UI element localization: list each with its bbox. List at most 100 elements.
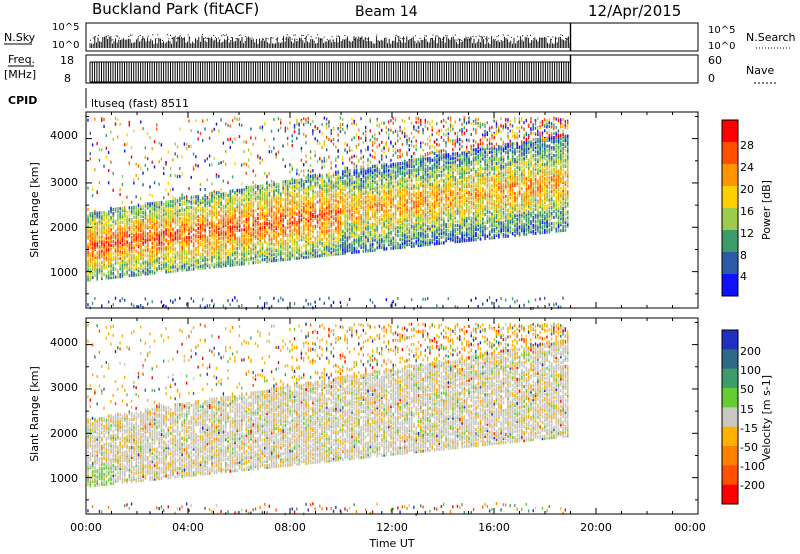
range-cell <box>261 244 264 248</box>
range-cell <box>202 220 204 224</box>
range-cell <box>110 248 112 252</box>
range-cell <box>270 235 273 239</box>
range-cell <box>312 195 314 199</box>
range-cell <box>91 233 94 238</box>
range-cell <box>204 202 206 206</box>
range-cell <box>257 194 259 199</box>
range-cell <box>192 199 195 203</box>
range-cell <box>348 185 351 189</box>
range-cell <box>291 197 294 201</box>
range-cell <box>293 232 296 237</box>
range-cell <box>339 240 342 244</box>
range-cell <box>137 273 140 277</box>
near-range-cell <box>133 304 135 308</box>
range-cell <box>381 179 383 184</box>
range-cell <box>335 230 337 234</box>
range-cell <box>351 240 353 245</box>
range-cell <box>355 222 358 226</box>
search-dot <box>189 37 191 39</box>
range-cell <box>300 238 303 242</box>
range-cell <box>280 222 282 226</box>
range-cell <box>351 244 353 249</box>
scatter-cell <box>119 188 121 192</box>
range-cell <box>133 237 135 241</box>
range-cell <box>190 209 193 213</box>
range-cell <box>163 202 165 206</box>
range-cell <box>282 238 284 242</box>
range-cell <box>270 237 273 241</box>
range-cell <box>179 250 181 255</box>
range-cell <box>126 242 128 246</box>
freq-unit-label: [MHz] <box>4 68 36 81</box>
range-cell <box>238 212 241 216</box>
range-cell <box>335 244 337 248</box>
range-cell <box>268 201 271 205</box>
range-cell <box>250 185 252 189</box>
range-cell <box>98 223 101 227</box>
range-cell <box>234 245 236 249</box>
range-cell <box>335 176 337 180</box>
station-title: Buckland Park (fitACF) <box>92 0 259 18</box>
range-cell <box>176 229 179 233</box>
range-cell <box>339 188 342 192</box>
range-cell <box>137 211 140 215</box>
range-cell <box>89 274 92 278</box>
range-cell <box>241 214 243 218</box>
range-cell <box>335 184 337 188</box>
scatter-cell <box>273 118 275 122</box>
range-cell <box>337 176 340 180</box>
range-cell <box>87 258 89 262</box>
range-cell <box>185 224 188 228</box>
range-cell <box>211 195 213 199</box>
range-cell <box>383 211 385 215</box>
range-cell <box>231 241 234 245</box>
range-cell <box>298 252 301 256</box>
scatter-cell <box>316 127 319 131</box>
range-cell <box>172 209 174 213</box>
range-cell <box>273 219 275 223</box>
scatter-cell <box>342 127 344 131</box>
range-cell <box>181 256 183 260</box>
range-cell <box>234 261 236 265</box>
range-cell <box>243 252 245 256</box>
range-cell <box>183 228 186 232</box>
range-cell <box>259 248 261 252</box>
range-cell <box>378 243 381 248</box>
range-cell <box>218 230 220 235</box>
range-cell <box>172 231 174 235</box>
range-cell <box>169 227 172 232</box>
range-cell <box>261 190 264 194</box>
range-cell <box>252 239 255 243</box>
scatter-cell <box>360 136 362 140</box>
search-dot <box>446 35 448 37</box>
search-dot <box>166 34 168 36</box>
scatter-cell <box>167 150 169 154</box>
range-cell <box>369 226 372 231</box>
range-cell <box>165 258 167 262</box>
range-cell <box>348 201 351 205</box>
range-cell <box>323 221 326 225</box>
scatter-cell <box>176 175 179 179</box>
range-cell <box>275 198 278 203</box>
range-cell <box>234 199 236 203</box>
near-range-cell <box>165 305 167 309</box>
range-cell <box>277 242 280 246</box>
range-cell <box>348 183 351 187</box>
search-dot <box>187 34 189 36</box>
range-cell <box>117 215 119 219</box>
range-cell <box>137 261 140 265</box>
range-cell <box>300 246 303 250</box>
range-cell <box>224 236 227 240</box>
range-cell <box>130 223 133 228</box>
range-cell <box>165 254 167 258</box>
range-cell <box>96 213 99 217</box>
range-cell <box>344 227 346 231</box>
range-cell <box>105 252 108 256</box>
range-cell <box>339 238 342 242</box>
range-cell <box>110 269 112 274</box>
range-cell <box>119 265 122 269</box>
range-cell <box>213 205 216 209</box>
range-cell <box>325 217 328 221</box>
search-dot <box>117 35 119 37</box>
range-cell <box>103 226 105 231</box>
